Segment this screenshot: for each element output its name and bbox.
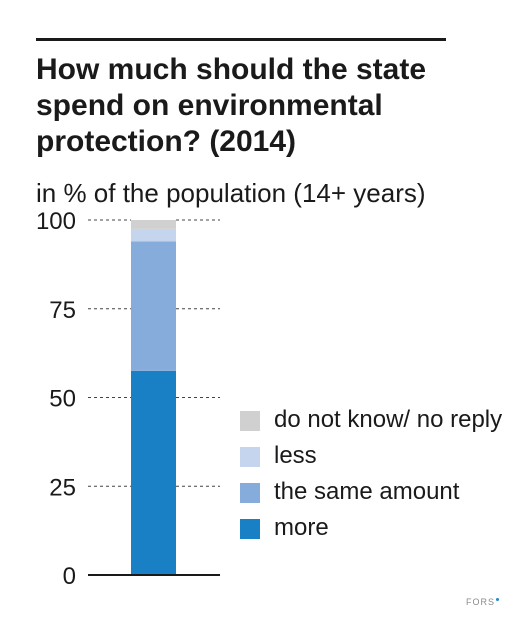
legend-swatch <box>240 519 260 539</box>
chart-subtitle: in % of the population (14+ years) <box>36 178 426 208</box>
legend-item-same-amount: the same amount <box>240 476 510 508</box>
legend-label: less <box>274 442 317 469</box>
source-logo: FORS <box>466 597 500 607</box>
y-tick-label: 100 <box>36 208 76 235</box>
legend-item-more: more <box>240 512 510 544</box>
bar-stack <box>131 220 176 575</box>
legend-item-do-not-know: do not know/ no reply <box>240 404 510 436</box>
legend-label: do not know/ no reply <box>274 406 503 433</box>
legend-item-less: less <box>240 440 510 472</box>
bar-segment-more <box>131 370 176 575</box>
legend: do not know/ no reply less the same amou… <box>240 404 510 548</box>
y-tick-label: 25 <box>49 474 76 501</box>
source-text: FORS <box>466 597 496 607</box>
legend-label: more <box>274 514 329 541</box>
legend-swatch <box>240 411 260 431</box>
bar-segment-less <box>131 228 176 242</box>
y-tick-label: 0 <box>63 563 76 590</box>
logo-dot <box>496 598 500 601</box>
legend-swatch <box>240 483 260 503</box>
grid-lines <box>88 219 220 487</box>
y-axis-ticks: 0 25 50 75 100 <box>36 208 76 590</box>
title-rule <box>36 38 446 41</box>
legend-swatch <box>240 447 260 467</box>
legend-label: the same amount <box>274 478 460 505</box>
y-tick-label: 50 <box>49 386 76 413</box>
bar-segment-do-not-know-no-reply <box>131 220 176 229</box>
bar-segment-the-same-amount <box>131 241 176 371</box>
y-tick-label: 75 <box>49 297 76 324</box>
chart-title: How much should the state spend on envir… <box>36 53 427 158</box>
